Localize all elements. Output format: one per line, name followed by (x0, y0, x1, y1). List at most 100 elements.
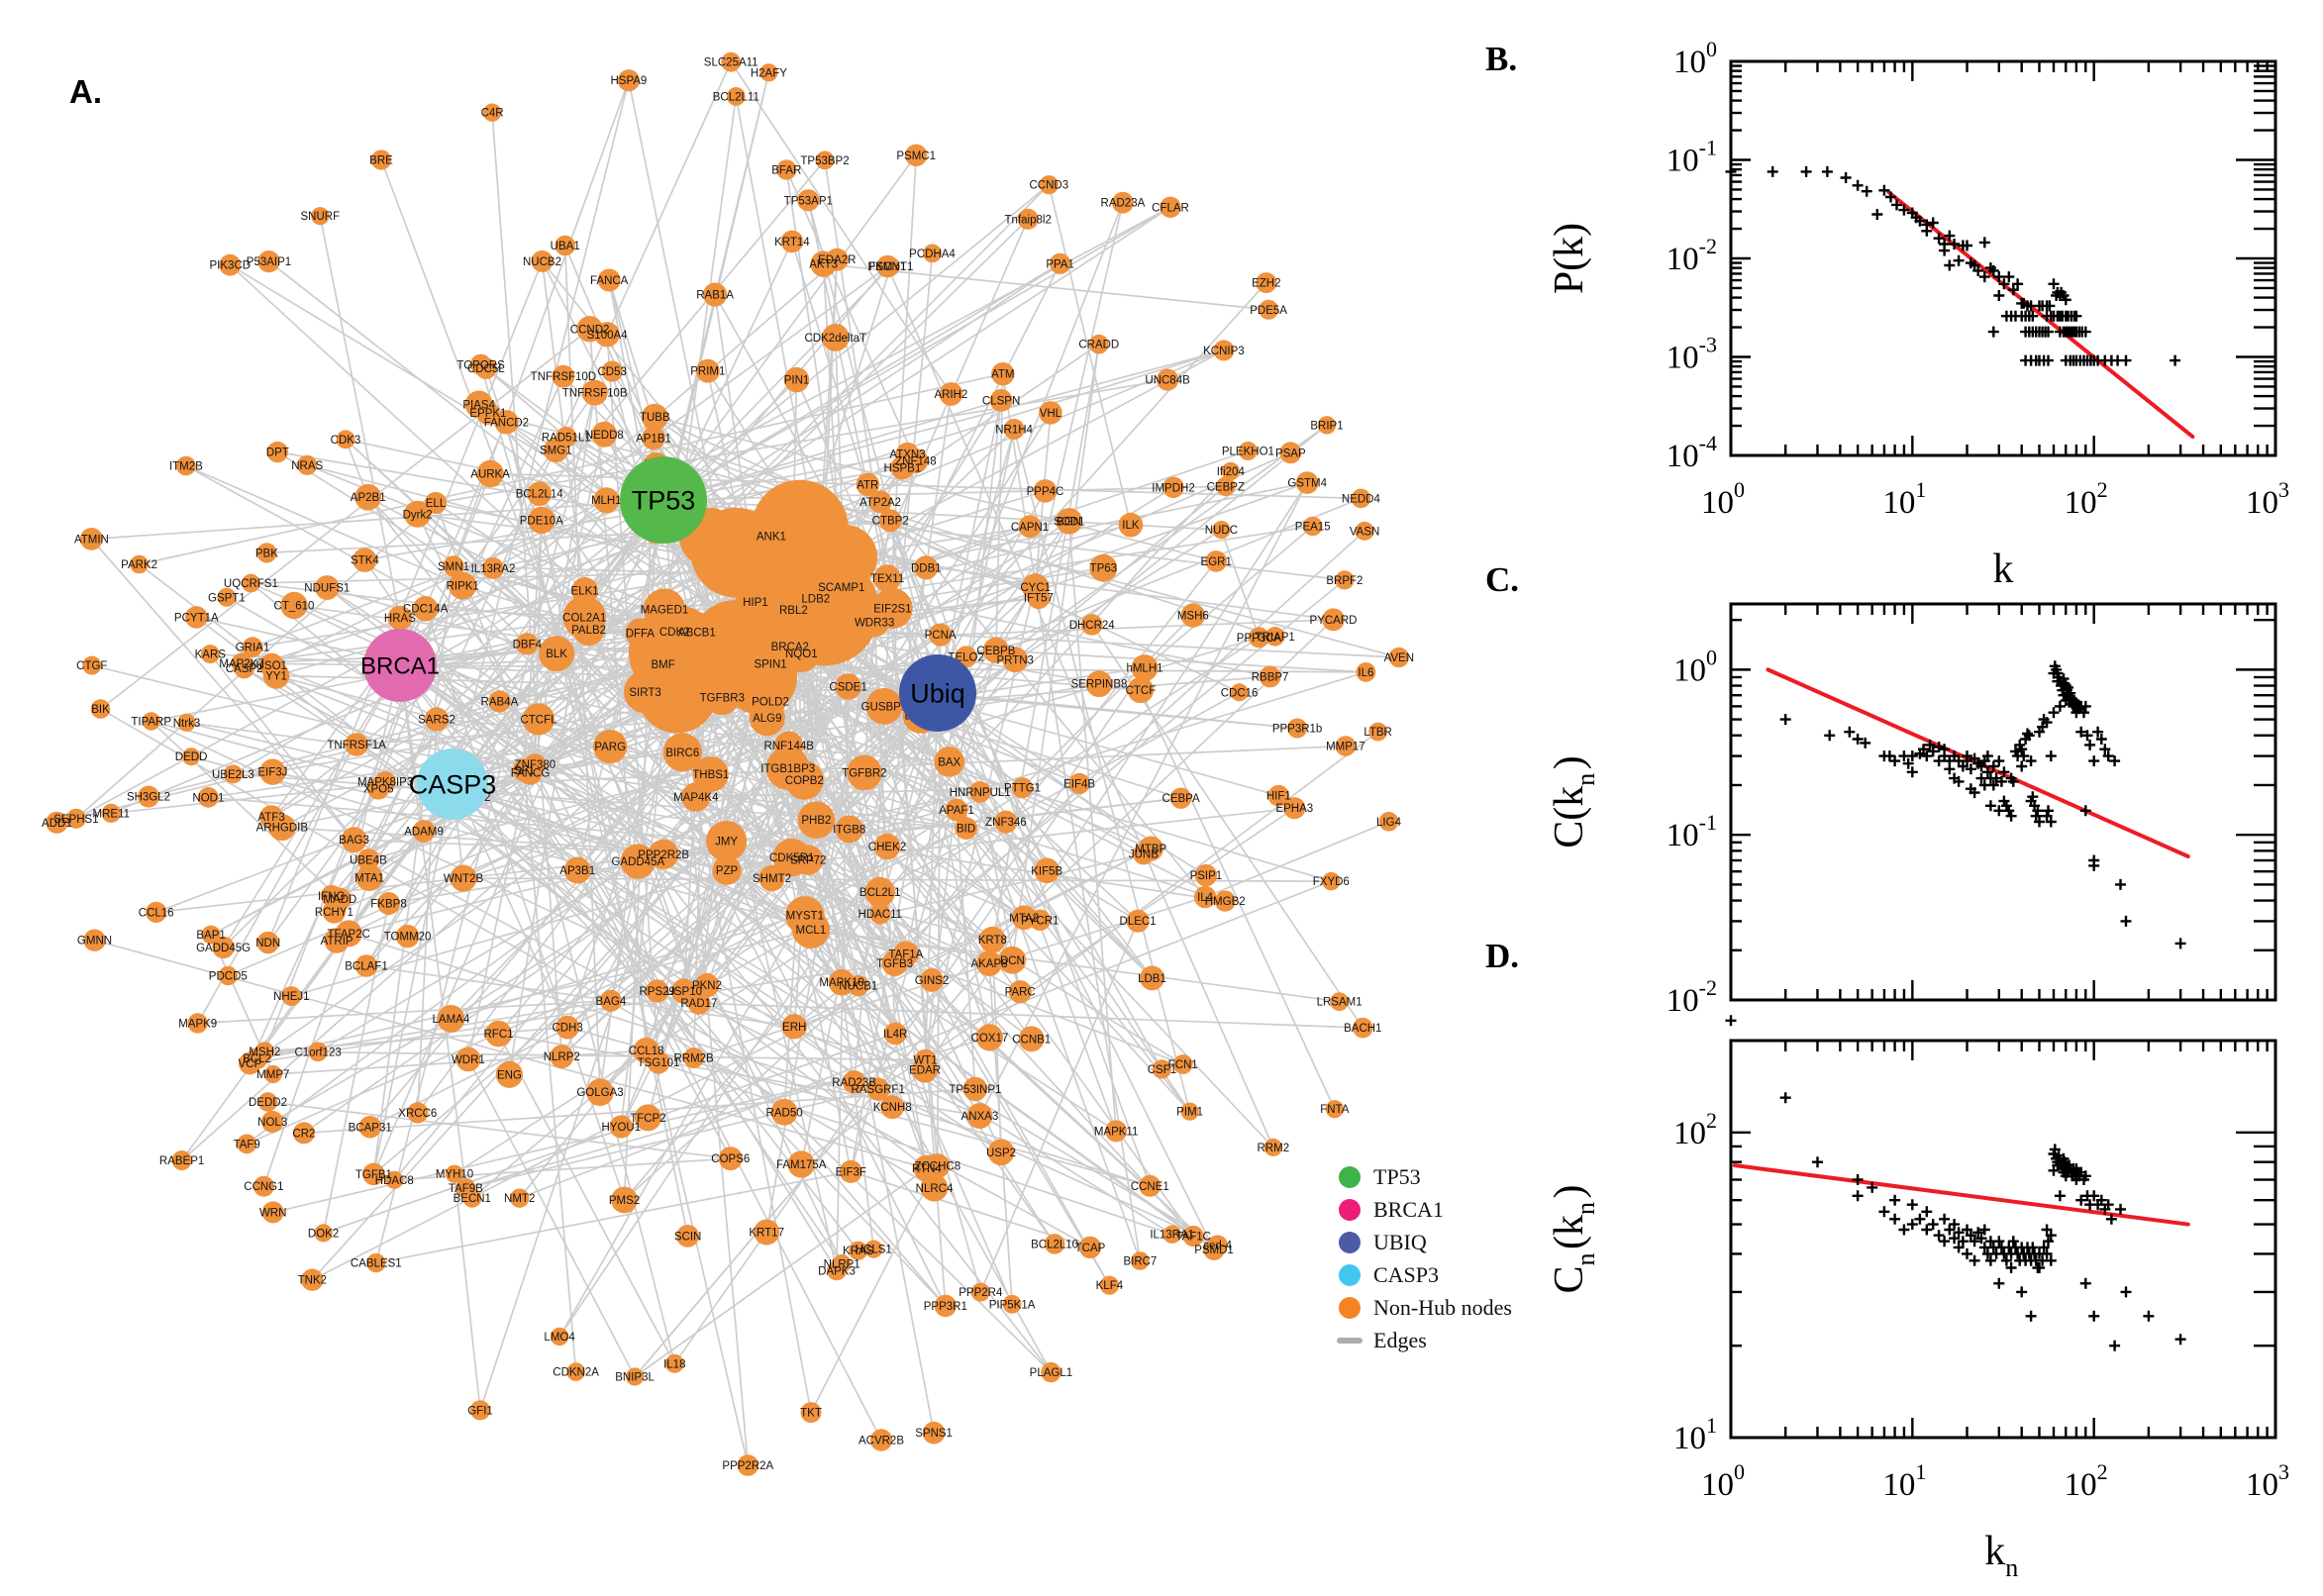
node-label: VCP (238, 1058, 261, 1070)
network-node (692, 756, 729, 792)
node-label: DFFA (626, 628, 656, 640)
network-node (1118, 512, 1144, 538)
network-node (1160, 196, 1181, 218)
network-node (524, 753, 547, 776)
node-label: NRAS (291, 460, 323, 472)
node-label: ANK1 (757, 532, 786, 544)
network-node (1139, 1174, 1162, 1197)
network-node (1011, 777, 1034, 799)
node-label: MAPK10 (819, 977, 863, 989)
node-label: DAPK3 (818, 1265, 856, 1277)
node-label: PLAGL1 (1030, 1367, 1072, 1379)
network-node (177, 713, 196, 732)
node-label: MAGED1 (641, 605, 689, 617)
tick-label: 102 (2065, 477, 2108, 521)
network-node (362, 1162, 385, 1186)
node-label: CTBP2 (872, 516, 909, 528)
node-label: FXYD6 (1313, 876, 1350, 888)
network-node (1216, 476, 1236, 497)
node-label: TNFRSF10B (562, 388, 628, 400)
node-label: RBL2 (779, 605, 808, 617)
node-label: BECN1 (454, 1193, 491, 1205)
hub-label-brca1: BRCA1 (360, 652, 440, 679)
network-node (864, 1240, 883, 1258)
node-label: GSPT1 (208, 592, 246, 604)
node-label: SMG1 (540, 446, 572, 457)
node-label: CDK2deltaT (804, 333, 866, 345)
network-node (46, 811, 68, 834)
network-legend: TP53 BRCA1 UBIQ CASP3 Non-Hub nodes Edges (1337, 1164, 1512, 1352)
node-label: UQCRFS1 (224, 578, 278, 590)
node-label: MADD (323, 894, 356, 906)
tick-label: 103 (2246, 1459, 2289, 1503)
node-label: CFLAR (1152, 202, 1189, 214)
network-node (1263, 1138, 1282, 1156)
network-node (1172, 1054, 1193, 1074)
node-label: FANCD2 (484, 417, 529, 429)
node-label: CDH3 (552, 1023, 582, 1035)
node-label: EIF4B (1063, 778, 1095, 790)
node-label: KRT8 (978, 935, 1007, 947)
legend-item: CASP3 (1339, 1262, 1512, 1287)
node-label: ELL (426, 498, 447, 510)
network-node (550, 1045, 574, 1069)
network-node (835, 815, 863, 844)
network-node (1302, 516, 1323, 537)
network-node (1213, 340, 1235, 361)
network-node (297, 454, 318, 475)
node-label: Ntrk3 (173, 718, 200, 730)
node-label: DLEC1 (1120, 916, 1157, 928)
node-label: VASN (1350, 526, 1379, 538)
node-label: CDC5L (467, 363, 505, 375)
node-label: BACH1 (1344, 1023, 1381, 1035)
node-label: CCNB1 (1012, 1034, 1051, 1046)
node-label: LDB2 (801, 594, 830, 606)
network-node (1105, 1120, 1128, 1143)
node-label: KRT14 (774, 237, 810, 249)
node-label: PPP2R2A (722, 1460, 773, 1472)
node-label: YY1 (265, 670, 287, 682)
node-label: EGR1 (1201, 556, 1232, 568)
node-label: ENG (497, 1069, 522, 1081)
node-label: RAB4A (481, 697, 519, 709)
node-label: BNIP3L (615, 1372, 655, 1384)
network-node (1295, 471, 1319, 494)
node-label: NUDC (1205, 525, 1238, 537)
network-node (1335, 570, 1355, 590)
node-label: CEBPZ (1207, 481, 1245, 493)
node-label: HRAS (384, 613, 416, 625)
node-swatch-icon (1339, 1264, 1361, 1286)
network-node (1205, 550, 1227, 572)
network-node (634, 1104, 661, 1132)
tick-label: 10-2 (1666, 234, 1717, 277)
network-node (455, 1178, 476, 1199)
network-node (970, 1282, 990, 1302)
node-label: FKBP8 (370, 899, 406, 911)
node-label: Tnfaip8l2 (1005, 214, 1052, 226)
plot-panel-C: 100 10-1 10-2 C(kn ) (1547, 602, 2277, 1027)
node-label: UBE4B (350, 854, 387, 866)
node-label: DEDD2 (249, 1097, 287, 1109)
network-node (252, 1175, 274, 1197)
network-node (1351, 488, 1371, 509)
network-node (336, 430, 355, 449)
node-label: MTBP (1135, 844, 1166, 855)
node-label: ATMIN (74, 534, 109, 546)
network-node (869, 1429, 893, 1451)
network-node (695, 358, 720, 383)
node-label: JUNB (1129, 849, 1159, 861)
network-node (556, 426, 577, 448)
node-label: ARIH2 (934, 389, 967, 401)
tick-label: 100 (1701, 1459, 1745, 1503)
network-node (212, 936, 235, 959)
network-node (754, 1219, 780, 1246)
scatter-points (1725, 660, 2186, 1027)
network-node (975, 1024, 1004, 1051)
node-label: TCAP (1075, 1243, 1106, 1254)
node-label: BIRC6 (665, 748, 699, 759)
network-node (847, 754, 882, 791)
node-label: TAF9 (234, 1139, 260, 1150)
node-label: EDAR (909, 1065, 941, 1077)
network-node (1162, 476, 1184, 499)
network-node (694, 972, 720, 998)
